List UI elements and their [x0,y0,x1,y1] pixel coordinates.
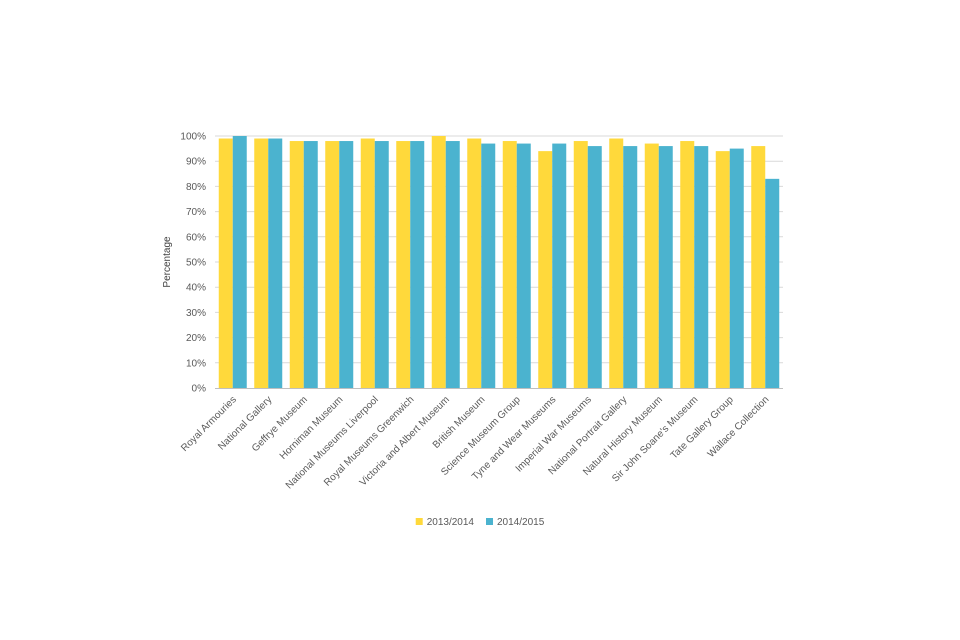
bar-series-1 [431,136,446,388]
bar-series-1 [254,138,269,388]
x-tick-label: Wallace Collection [706,394,772,460]
y-tick-label: 70% [186,207,206,218]
bar-series-1 [467,138,482,388]
bar-series-2 [694,146,709,388]
y-tick-label: 10% [186,358,206,369]
y-tick-label: 0% [192,384,207,395]
bar-series-2 [765,178,780,388]
y-tick-label: 100% [180,132,206,143]
x-tick-label: Horniman Museum [278,394,346,462]
bar-series-1 [325,141,340,388]
bar-series-2 [623,146,638,388]
bar-series-1 [538,151,553,388]
bar-series-2 [729,148,744,388]
bar-series-2 [516,143,531,388]
bar-series-2 [481,143,496,388]
y-axis-title: Percentage [162,236,173,288]
bar-series-1 [289,141,304,388]
bar-series-2 [303,141,318,388]
y-axis-ticks: 0% 10% 20% 30% 40% 50% 60% 70% 80% 90% 100% [180,132,206,395]
y-tick-label: 30% [186,308,206,319]
legend-label: 2014/2015 [497,517,545,528]
bar-series-1 [360,138,375,388]
bar-series-1 [609,138,624,388]
y-tick-label: 90% [186,157,206,168]
bar-series-2 [232,136,247,388]
y-tick-label: 60% [186,232,206,243]
bar-series-2 [658,146,673,388]
bar-series-2 [339,141,354,388]
bar-series-2 [587,146,602,388]
bar-series-1 [751,146,766,388]
y-tick-label: 50% [186,258,206,269]
legend: 2013/2014 2014/2015 [415,517,545,528]
bar-series-1 [396,141,411,388]
bar-series-1 [644,143,659,388]
bar-series-2 [552,143,567,388]
bar-series-1 [680,141,695,388]
bar-series-1 [502,141,517,388]
legend-swatch [486,518,493,525]
legend-swatch [415,518,423,525]
bar-series-2 [268,138,283,388]
bar-series-1 [218,138,233,388]
x-tick-label: Tate Gallery Group [669,394,736,461]
legend-label: 2013/2014 [427,517,475,528]
bars [218,136,780,388]
bar-series-1 [573,141,588,388]
bar-series-1 [715,151,730,388]
bar-series-2 [445,141,460,388]
y-tick-label: 80% [186,182,206,193]
bar-series-2 [374,141,389,388]
y-tick-label: 40% [186,283,206,294]
y-tick-label: 20% [186,333,206,344]
bar-series-2 [410,141,425,388]
